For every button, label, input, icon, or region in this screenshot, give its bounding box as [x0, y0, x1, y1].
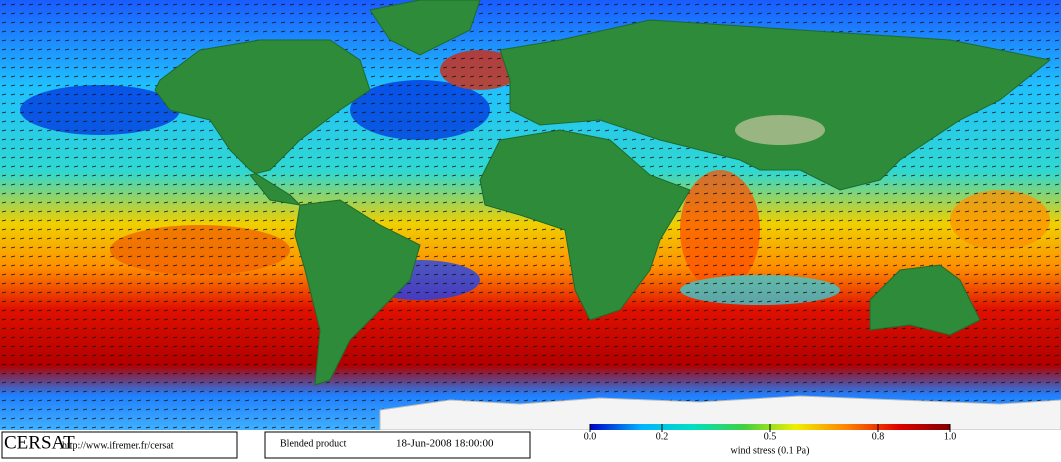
brand-box — [1, 431, 238, 459]
colorbar-tick-label: 0.0 — [584, 431, 597, 442]
colorbar-tick-label: 0.8 — [872, 431, 885, 442]
brand: CERSAT — [4, 432, 75, 453]
map — [0, 0, 1061, 431]
timestamp: 18-Jun-2008 18:00:00 — [396, 438, 494, 450]
url[interactable]: http://www.ifremer.fr/cersat — [62, 440, 174, 451]
colorbar-tick-label: 0.5 — [764, 431, 777, 442]
product: Blended product — [280, 438, 347, 449]
product-box — [264, 431, 531, 459]
colorbar-label: wind stress (0.1 Pa) — [731, 445, 810, 456]
colorbar-tick-label: 0.2 — [656, 431, 669, 442]
colorbar-tick-label: 1.0 — [944, 431, 957, 442]
